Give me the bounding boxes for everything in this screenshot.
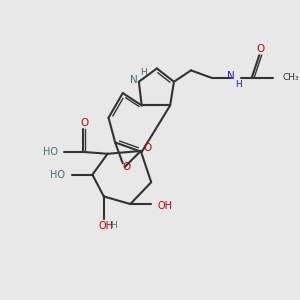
Text: HO: HO [43,147,58,157]
Text: O: O [143,143,152,153]
Text: H: H [235,80,242,89]
Text: N: N [130,75,138,85]
Text: H: H [110,221,117,230]
Text: CH₃: CH₃ [282,74,298,82]
Text: N: N [227,71,235,81]
Text: H: H [140,68,147,77]
Text: OH: OH [98,221,113,231]
Text: O: O [256,44,264,54]
Text: O: O [81,118,89,128]
Text: O: O [122,162,131,172]
Text: HO: HO [50,170,65,180]
Text: OH: OH [158,201,173,211]
